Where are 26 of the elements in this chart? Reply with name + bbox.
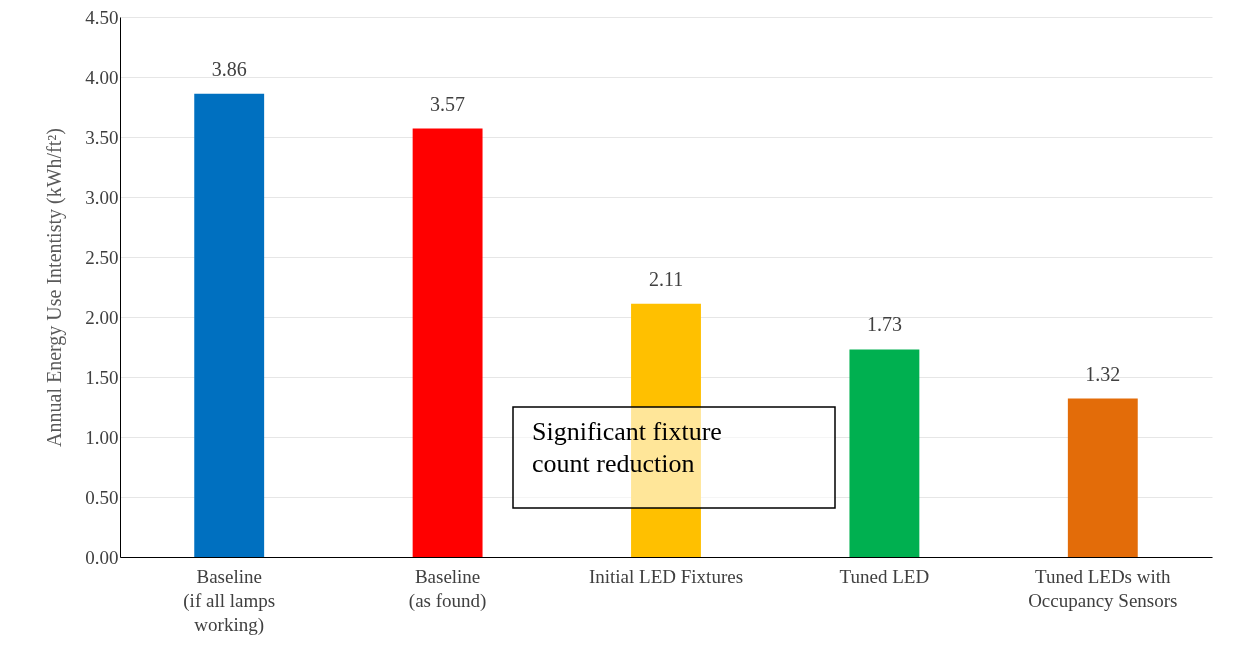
bar bbox=[194, 93, 265, 557]
y-tick-label: 4.50 bbox=[85, 6, 119, 28]
y-axis-title: Annual Energy Use Intentisty (kWh/ft²) bbox=[43, 128, 67, 447]
data-label: 3.86 bbox=[211, 57, 247, 80]
data-label: 3.57 bbox=[430, 92, 466, 115]
y-tick-label: 2.00 bbox=[85, 306, 119, 328]
data-label: 1.32 bbox=[1085, 362, 1121, 385]
y-tick-label: 0.00 bbox=[85, 546, 119, 568]
y-tick-label: 1.00 bbox=[85, 426, 119, 448]
data-label: 1.73 bbox=[866, 313, 902, 336]
annotation: Significant fixture count reduction bbox=[532, 417, 722, 478]
x-tick-label: Baseline (if all lamps working) bbox=[183, 565, 276, 636]
y-tick-label: 3.00 bbox=[85, 186, 119, 208]
y-tick-label: 4.00 bbox=[85, 66, 119, 88]
y-tick-label: 1.50 bbox=[85, 366, 119, 388]
bar bbox=[1067, 398, 1138, 557]
x-tick-label: Tuned LEDs with Occupancy Sensors bbox=[1028, 565, 1178, 611]
bar bbox=[849, 349, 920, 557]
x-tick-label: Baseline (as found) bbox=[408, 565, 487, 612]
y-tick-label: 2.50 bbox=[85, 246, 119, 268]
data-label: 2.11 bbox=[648, 267, 684, 290]
x-tick-label: Initial LED Fixtures bbox=[588, 565, 744, 587]
x-tick-label: Tuned LED bbox=[839, 565, 930, 587]
y-tick-label: 3.50 bbox=[85, 126, 119, 148]
bar bbox=[412, 128, 483, 557]
y-tick-label: 0.50 bbox=[85, 486, 119, 508]
